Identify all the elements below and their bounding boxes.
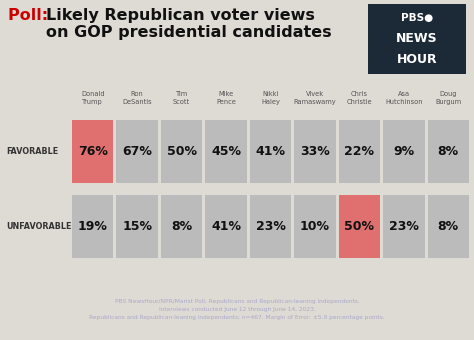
Text: 19%: 19% (78, 220, 108, 233)
FancyBboxPatch shape (294, 120, 336, 183)
Text: Nikki
Haley: Nikki Haley (261, 91, 280, 105)
FancyBboxPatch shape (383, 120, 425, 183)
FancyBboxPatch shape (205, 120, 247, 183)
Text: 10%: 10% (300, 220, 330, 233)
Text: 41%: 41% (211, 220, 241, 233)
Text: Likely Republican voter views
on GOP presidential candidates: Likely Republican voter views on GOP pre… (46, 8, 332, 40)
FancyBboxPatch shape (250, 120, 291, 183)
Text: 8%: 8% (438, 145, 459, 158)
Text: 15%: 15% (122, 220, 152, 233)
Text: UNFAVORABLE: UNFAVORABLE (6, 222, 72, 231)
Text: Ron
DeSantis: Ron DeSantis (122, 91, 152, 105)
FancyBboxPatch shape (117, 120, 158, 183)
FancyBboxPatch shape (205, 195, 247, 258)
Text: PBS●: PBS● (401, 13, 433, 23)
FancyBboxPatch shape (161, 195, 202, 258)
Text: 9%: 9% (393, 145, 414, 158)
Text: Tim
Scott: Tim Scott (173, 91, 190, 105)
Text: PBS NewsHour/NPR/Marist Poll, Republicans and Republican-leaning independents.
I: PBS NewsHour/NPR/Marist Poll, Republican… (89, 300, 385, 320)
FancyBboxPatch shape (428, 195, 469, 258)
Text: 67%: 67% (122, 145, 152, 158)
Text: 50%: 50% (345, 220, 374, 233)
FancyBboxPatch shape (161, 120, 202, 183)
FancyBboxPatch shape (383, 195, 425, 258)
Text: Poll:: Poll: (8, 8, 54, 23)
Text: 23%: 23% (255, 220, 285, 233)
Text: NEWS: NEWS (396, 33, 438, 46)
FancyBboxPatch shape (428, 120, 469, 183)
Text: Asa
Hutchinson: Asa Hutchinson (385, 91, 423, 105)
Text: Vivek
Ramaswamy: Vivek Ramaswamy (293, 91, 336, 105)
Text: HOUR: HOUR (397, 53, 438, 67)
FancyBboxPatch shape (368, 4, 466, 74)
FancyBboxPatch shape (72, 195, 113, 258)
Text: 50%: 50% (167, 145, 197, 158)
Text: FAVORABLE: FAVORABLE (6, 147, 58, 156)
Text: Mike
Pence: Mike Pence (216, 91, 236, 105)
Text: Donald
Trump: Donald Trump (81, 91, 105, 105)
FancyBboxPatch shape (72, 120, 113, 183)
FancyBboxPatch shape (294, 195, 336, 258)
Text: 22%: 22% (345, 145, 374, 158)
Text: 41%: 41% (255, 145, 285, 158)
Text: 8%: 8% (438, 220, 459, 233)
Text: 23%: 23% (389, 220, 419, 233)
Text: 8%: 8% (171, 220, 192, 233)
Text: 45%: 45% (211, 145, 241, 158)
Text: 76%: 76% (78, 145, 108, 158)
FancyBboxPatch shape (338, 120, 380, 183)
Text: Doug
Burgum: Doug Burgum (435, 91, 461, 105)
Text: 33%: 33% (300, 145, 330, 158)
FancyBboxPatch shape (338, 195, 380, 258)
Text: Chris
Christie: Chris Christie (346, 91, 372, 105)
FancyBboxPatch shape (250, 195, 291, 258)
FancyBboxPatch shape (117, 195, 158, 258)
